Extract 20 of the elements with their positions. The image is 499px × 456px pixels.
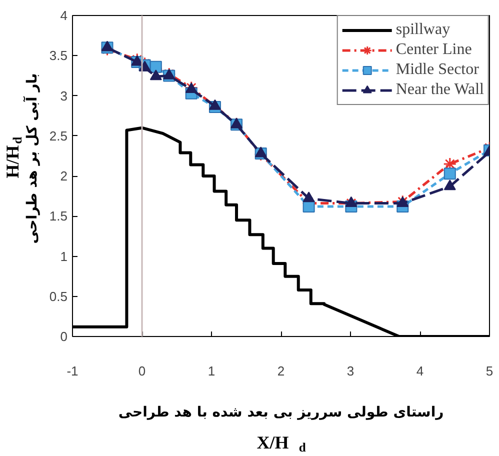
y-tick-label: 3.5 [49, 48, 68, 64]
y-tick-label: 3 [60, 88, 68, 104]
y-tick-label: 1.5 [49, 208, 68, 224]
legend-label: Near the Wall [396, 81, 484, 99]
x-tick-label: 0 [138, 364, 146, 378]
y-tick-label: 4 [60, 8, 68, 23]
y-tick-label: 2 [60, 168, 68, 184]
x-tick-label: -1 [66, 364, 78, 378]
x-tick-label: 5 [486, 364, 494, 378]
y-tick-label: 1 [60, 248, 68, 264]
x-tick-label: 2 [277, 364, 285, 378]
y-tick-label: 0 [60, 329, 68, 344]
x-tick-label: 4 [416, 364, 424, 378]
y-tick-label: 0.5 [49, 288, 68, 304]
legend-label: Center Line [396, 41, 472, 59]
legend-label: Midle Sector [396, 61, 479, 79]
x-tick-label: 3 [346, 364, 354, 378]
y-tick-label: 2.5 [49, 128, 68, 144]
legend-label: spillway [396, 21, 450, 39]
x-tick-label: 1 [208, 364, 216, 378]
